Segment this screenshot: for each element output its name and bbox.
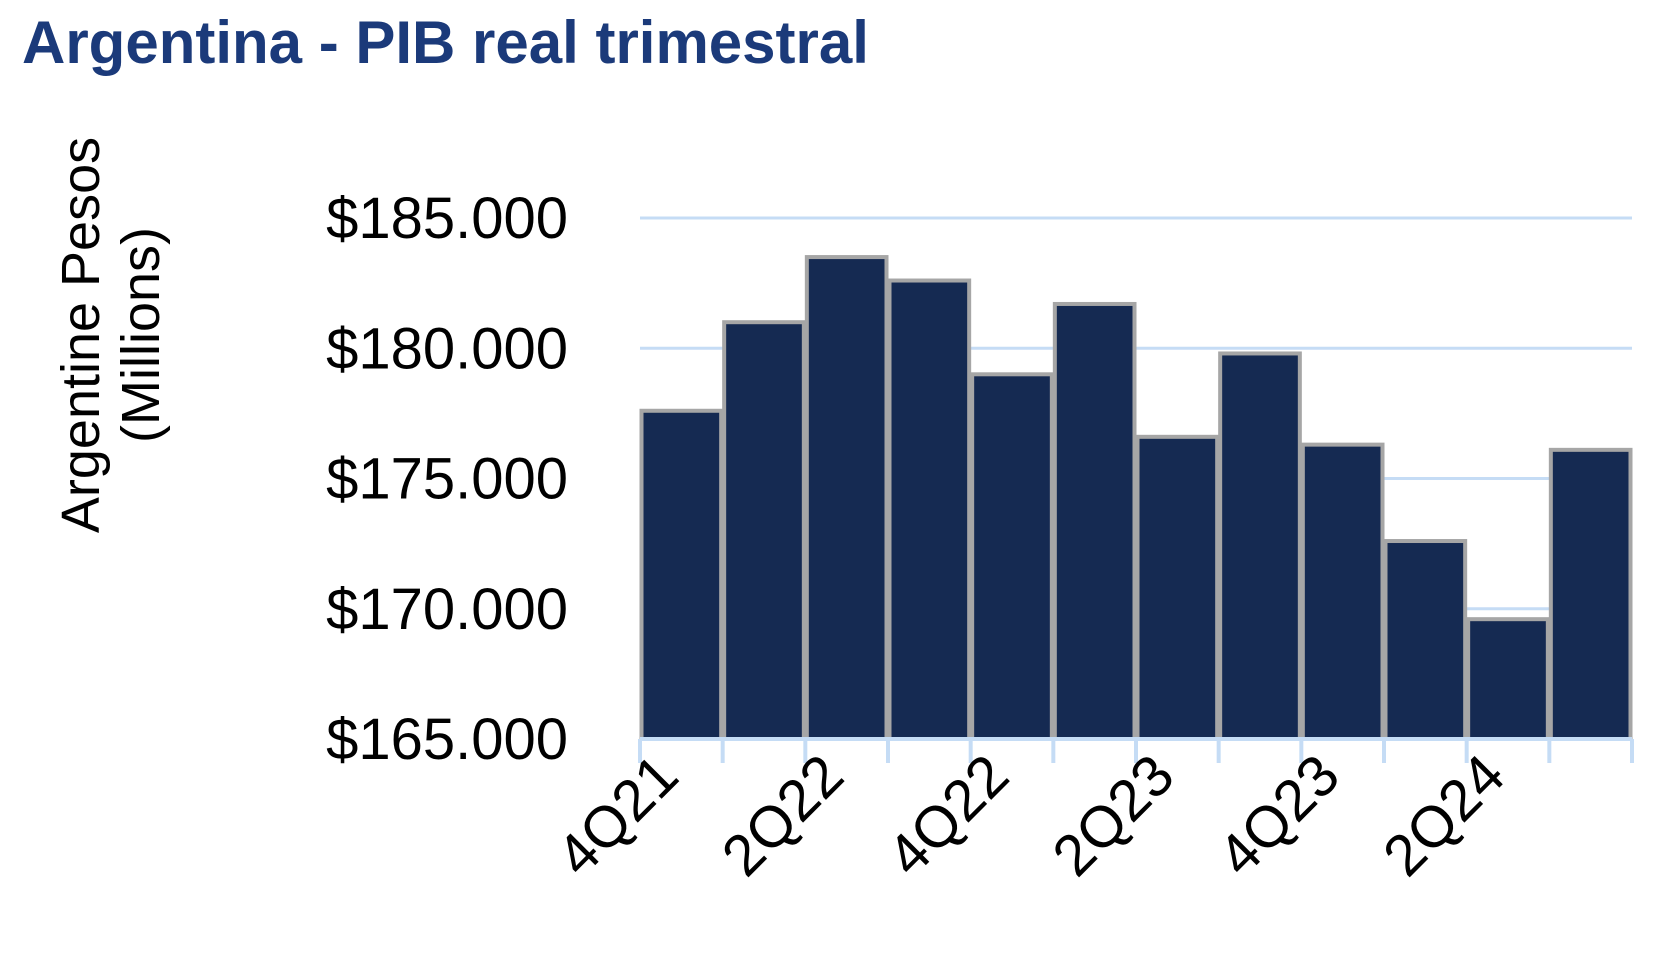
bar-4Q23 xyxy=(1300,442,1385,741)
bar-3Q23 xyxy=(1218,351,1302,741)
x-tick-label: 2Q24 xyxy=(1371,742,1517,888)
x-tick-label: 2Q23 xyxy=(1040,742,1186,888)
bars xyxy=(639,255,1633,742)
y-tick-label: $185.000 xyxy=(326,186,568,251)
chart-title: Argentina - PIB real trimestral xyxy=(22,9,869,76)
bar-1Q24 xyxy=(1383,539,1468,742)
bar-2Q24 xyxy=(1466,617,1550,741)
x-tick-label: 4Q23 xyxy=(1206,742,1352,888)
y-tick-label: $180.000 xyxy=(326,316,568,381)
bar-3Q22 xyxy=(887,278,972,741)
y-tick-label: $165.000 xyxy=(326,707,568,772)
x-axis xyxy=(638,737,1634,763)
x-tick-label: 2Q22 xyxy=(710,742,856,888)
bar-2Q22 xyxy=(804,255,889,741)
bar-1Q23 xyxy=(1052,301,1137,741)
y-axis-ticks: $165.000 $170.000 $175.000 $180.000 $185.000 xyxy=(326,186,568,772)
bar-2Q23 xyxy=(1135,434,1220,741)
y-tick-label: $175.000 xyxy=(326,447,568,512)
y-tick-label: $170.000 xyxy=(326,577,568,642)
bar-4Q21 xyxy=(639,408,724,741)
x-axis-ticks: 4Q21 2Q22 4Q22 2Q23 4Q23 2Q24 xyxy=(544,742,1517,888)
bar-3Q24 xyxy=(1548,447,1633,741)
bar-1Q22 xyxy=(722,320,806,741)
bar-4Q22 xyxy=(970,372,1054,741)
x-tick-label: 4Q22 xyxy=(875,742,1021,888)
